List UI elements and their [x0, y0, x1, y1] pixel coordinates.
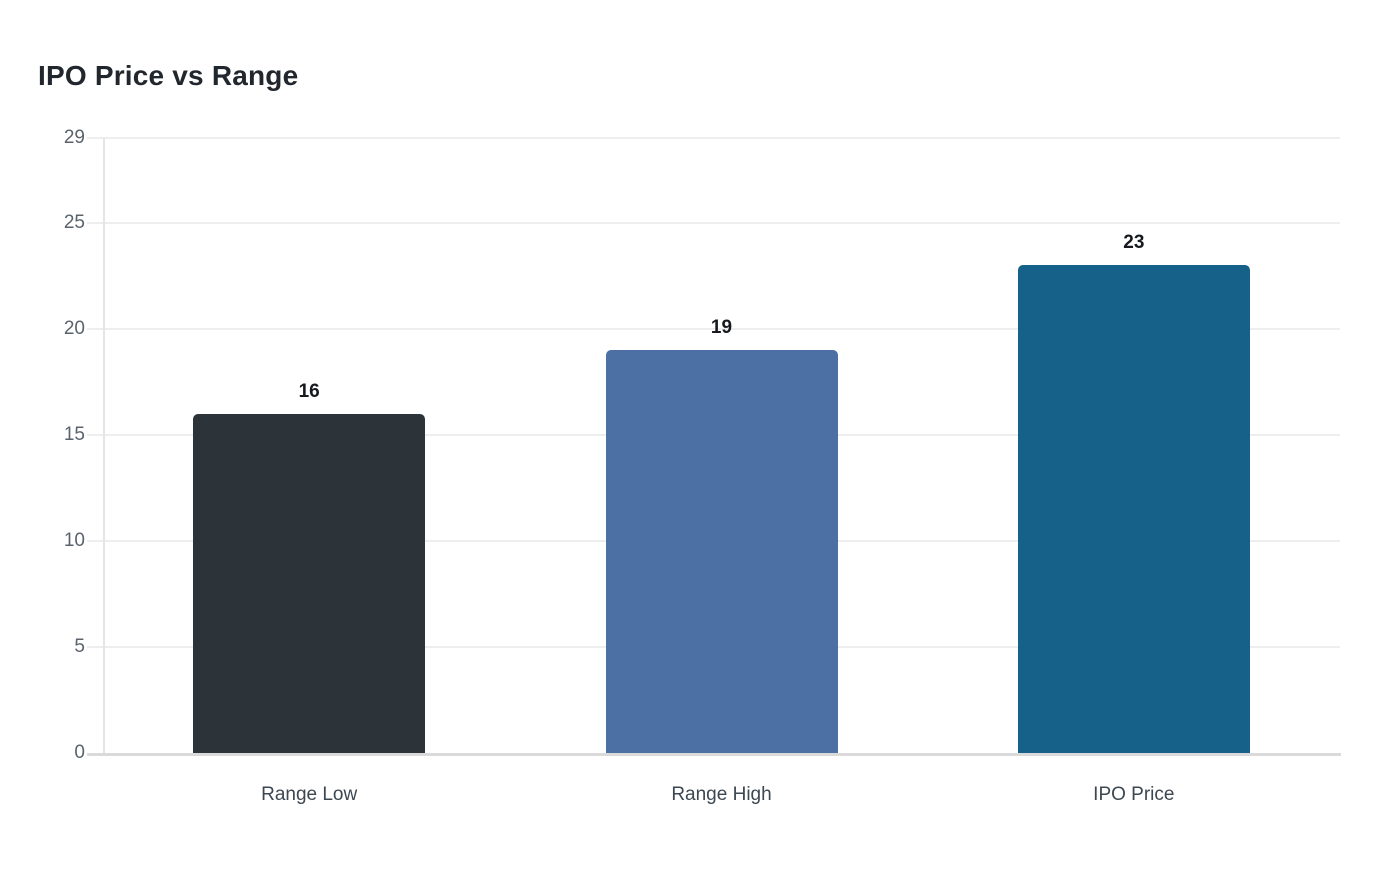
bar-ipo-price	[1017, 265, 1250, 753]
bar-range-high	[605, 350, 838, 753]
y-tick-label: 15	[63, 423, 85, 445]
plot-area: 0 5 10 15 20 25 29 16 Range Low 19 Range High 23 IPO…	[64, 127, 1341, 805]
y-tick-label: 5	[74, 635, 85, 657]
y-tick-label: 20	[63, 317, 85, 339]
chart-title: IPO Price vs Range	[38, 60, 299, 91]
value-label-ipo-price: 23	[1123, 232, 1145, 254]
gridline	[87, 137, 1340, 139]
value-label-range-low: 16	[298, 380, 320, 402]
y-tick-label: 25	[63, 211, 85, 233]
category-label-range-high: Range High	[671, 784, 772, 805]
category-label-range-low: Range Low	[261, 784, 358, 805]
gridline	[87, 327, 1340, 330]
x-axis-line	[87, 753, 1341, 756]
y-tick-label: 29	[63, 127, 85, 148]
value-label-range-high: 19	[710, 317, 733, 339]
y-tick-label: 0	[74, 742, 85, 763]
gridline	[87, 221, 1340, 224]
y-tick-label: 10	[63, 529, 85, 551]
y-axis-line	[103, 138, 105, 753]
category-label-ipo-price: IPO Price	[1093, 784, 1175, 805]
bar-range-low	[193, 413, 426, 753]
